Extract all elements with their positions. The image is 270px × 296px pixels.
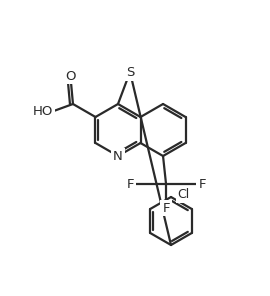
Text: HO: HO	[33, 105, 53, 118]
Text: O: O	[66, 70, 76, 83]
Text: Cl: Cl	[177, 189, 189, 202]
Text: F: F	[126, 178, 134, 191]
Text: F: F	[198, 178, 206, 191]
Text: F: F	[162, 202, 170, 215]
Text: N: N	[113, 149, 123, 163]
Text: S: S	[126, 65, 134, 78]
